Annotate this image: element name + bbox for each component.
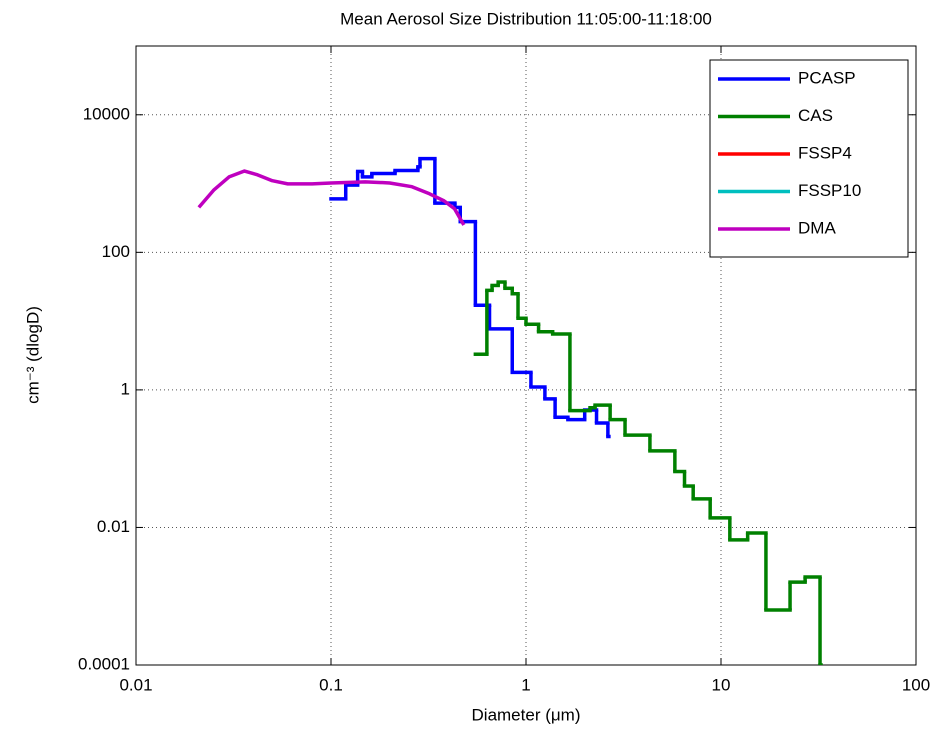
x-axis-label: Diameter (μm) bbox=[472, 705, 581, 724]
y-tick-label: 100 bbox=[102, 242, 130, 261]
plot-frame bbox=[135, 45, 917, 666]
x-tick-label: 1 bbox=[521, 675, 530, 694]
y-tick-label: 1 bbox=[121, 379, 130, 398]
x-tick-label: 100 bbox=[902, 675, 930, 694]
y-tick-label: 10000 bbox=[83, 104, 130, 123]
legend-box bbox=[709, 59, 909, 258]
legend-label: CAS bbox=[798, 106, 833, 125]
x-tick-label: 0.01 bbox=[119, 675, 152, 694]
x-tick-label: 10 bbox=[712, 675, 731, 694]
x-tick-label: 0.1 bbox=[319, 675, 343, 694]
y-tick-label: 0.01 bbox=[97, 517, 130, 536]
plot-area bbox=[197, 156, 823, 665]
legend-label: DMA bbox=[798, 218, 836, 237]
legend-label: FSSP10 bbox=[798, 181, 861, 200]
series-line bbox=[197, 169, 466, 226]
chart-title: Mean Aerosol Size Distribution 11:05:00-… bbox=[340, 9, 712, 28]
legend-label: FSSP4 bbox=[798, 143, 852, 162]
y-tick-label: 0.0001 bbox=[78, 654, 130, 673]
y-axis-label: cm⁻³ (dlogD) bbox=[23, 306, 42, 404]
legend-label: PCASP bbox=[798, 68, 856, 87]
